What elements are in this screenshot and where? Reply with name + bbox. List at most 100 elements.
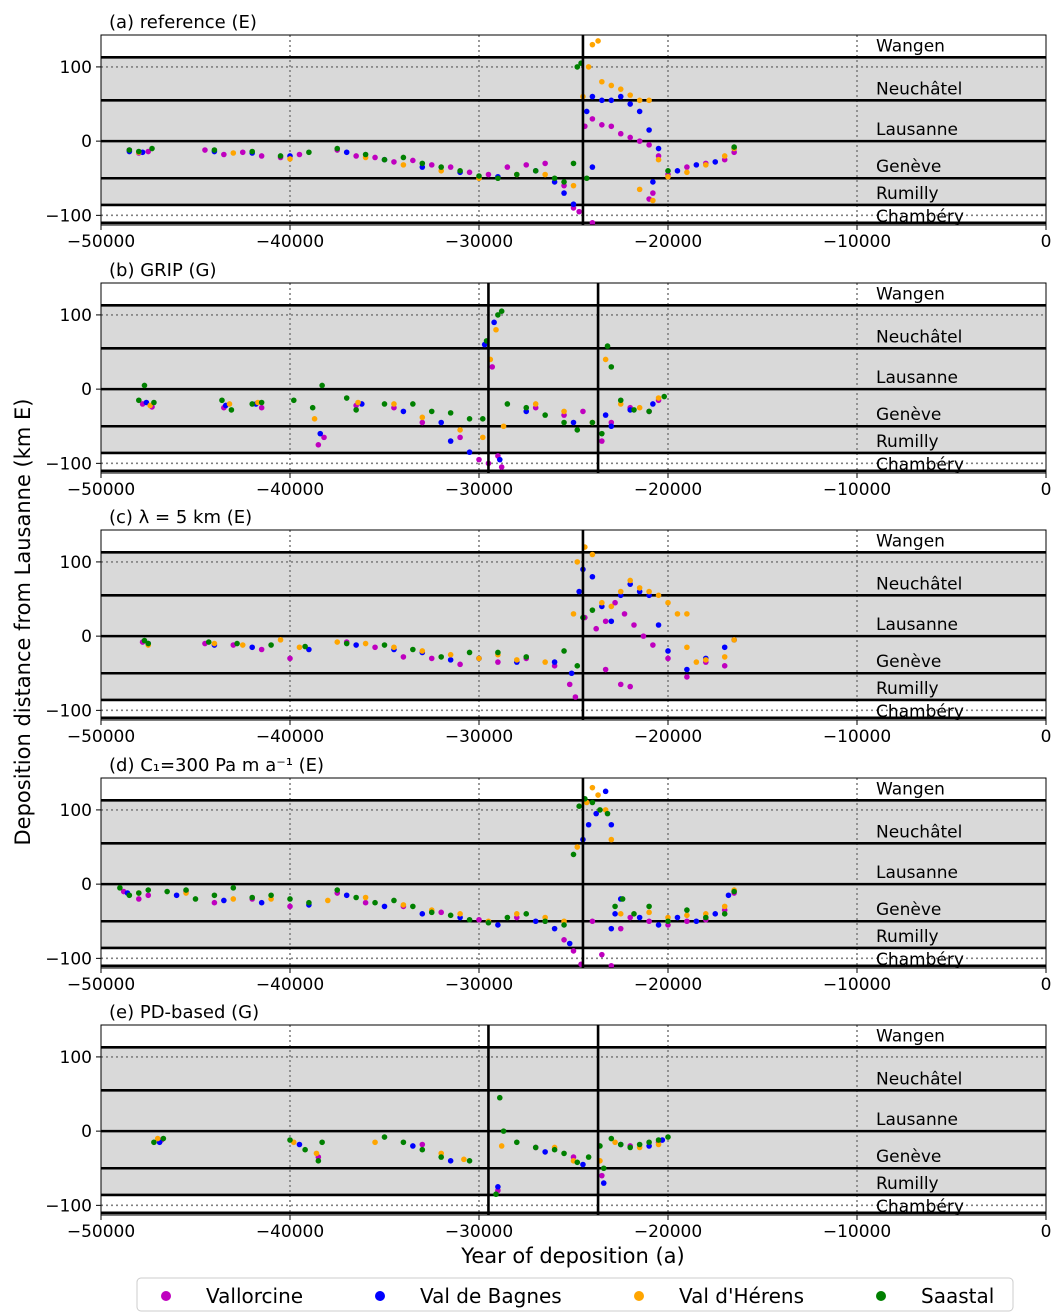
data-point bbox=[400, 1139, 407, 1146]
data-point bbox=[313, 1150, 320, 1157]
data-point bbox=[617, 681, 624, 688]
data-point bbox=[447, 912, 454, 919]
data-point bbox=[655, 395, 662, 401]
site-label-chambéry: Chambéry bbox=[876, 702, 964, 722]
data-point bbox=[136, 397, 142, 404]
data-point bbox=[228, 407, 235, 413]
data-point bbox=[684, 666, 690, 673]
data-point bbox=[428, 909, 435, 916]
data-point bbox=[226, 401, 233, 407]
data-point bbox=[665, 655, 671, 662]
data-point bbox=[636, 585, 643, 591]
data-point bbox=[572, 694, 579, 700]
data-point bbox=[542, 412, 548, 418]
data-point bbox=[650, 401, 656, 407]
data-point bbox=[211, 640, 218, 647]
data-point bbox=[466, 916, 473, 923]
data-point bbox=[576, 803, 582, 810]
data-point bbox=[485, 919, 492, 926]
data-point bbox=[277, 637, 284, 643]
data-point bbox=[542, 171, 548, 178]
site-label-wangen: Wangen bbox=[876, 779, 945, 799]
data-point bbox=[631, 911, 637, 917]
data-point bbox=[608, 1135, 615, 1142]
data-point bbox=[117, 885, 123, 891]
data-point bbox=[684, 611, 690, 617]
y-tick-label: 0 bbox=[81, 1122, 92, 1142]
data-point bbox=[631, 622, 637, 628]
site-label-chambéry: Chambéry bbox=[876, 1197, 964, 1217]
data-point bbox=[617, 93, 624, 100]
data-point bbox=[145, 887, 152, 893]
data-point bbox=[583, 175, 590, 182]
data-point bbox=[334, 639, 341, 645]
data-point bbox=[542, 160, 548, 167]
data-point bbox=[574, 427, 581, 433]
data-point bbox=[580, 408, 586, 415]
points bbox=[126, 38, 737, 225]
data-point bbox=[419, 160, 426, 167]
y-tick-label: −100 bbox=[45, 701, 92, 721]
data-point bbox=[258, 899, 265, 906]
legend-marker bbox=[375, 1291, 385, 1301]
data-point bbox=[640, 633, 647, 639]
data-point bbox=[589, 164, 596, 170]
y-tick-label: −100 bbox=[45, 454, 92, 474]
data-point bbox=[391, 644, 397, 651]
x-tick-label: 0 bbox=[1041, 975, 1052, 995]
data-point bbox=[703, 162, 709, 168]
data-point bbox=[621, 611, 628, 617]
data-point bbox=[646, 142, 652, 148]
data-point bbox=[646, 909, 652, 916]
legend-frame bbox=[136, 1277, 1014, 1312]
panel-2: Wangen Neuchâtel Lausanne Genève Rumilly Cham… bbox=[45, 507, 1051, 747]
data-point bbox=[646, 408, 652, 415]
data-point bbox=[542, 918, 548, 925]
data-point bbox=[627, 92, 633, 98]
data-point bbox=[428, 408, 435, 415]
data-point bbox=[145, 148, 152, 155]
data-point bbox=[693, 162, 700, 168]
data-point bbox=[151, 1139, 157, 1146]
data-point bbox=[646, 1139, 652, 1146]
data-point bbox=[604, 343, 611, 349]
data-point bbox=[353, 894, 359, 901]
data-point bbox=[703, 914, 709, 921]
data-point bbox=[665, 648, 671, 654]
glacier-band bbox=[101, 1047, 1046, 1195]
data-point bbox=[674, 914, 681, 921]
x-axis-label: Year of deposition (a) bbox=[460, 1244, 684, 1268]
data-point bbox=[362, 151, 369, 158]
data-point bbox=[693, 918, 700, 925]
data-point bbox=[343, 640, 350, 647]
data-point bbox=[136, 890, 142, 896]
data-point bbox=[296, 644, 303, 651]
data-point bbox=[617, 925, 624, 932]
x-tick-label: −20000 bbox=[634, 232, 702, 252]
data-point bbox=[636, 97, 643, 104]
glacier-band bbox=[101, 800, 1046, 948]
data-point bbox=[479, 434, 486, 441]
data-point bbox=[495, 175, 501, 182]
data-point bbox=[636, 186, 643, 193]
data-point bbox=[655, 922, 662, 928]
x-tick-label: 0 bbox=[1041, 480, 1052, 500]
data-point bbox=[636, 1141, 643, 1148]
x-tick-label: −20000 bbox=[634, 1222, 702, 1242]
data-point bbox=[151, 399, 157, 406]
x-tick-label: −50000 bbox=[67, 232, 135, 252]
data-point bbox=[381, 903, 388, 910]
data-point bbox=[655, 156, 662, 163]
data-point bbox=[221, 151, 227, 158]
panel-title: (d) C₁=300 Pa m a⁻¹ (E) bbox=[109, 755, 324, 776]
data-point bbox=[646, 903, 652, 910]
data-point bbox=[498, 464, 505, 470]
data-point bbox=[173, 892, 180, 899]
site-label-rumilly: Rumilly bbox=[876, 184, 939, 204]
data-point bbox=[602, 618, 609, 625]
data-point bbox=[381, 156, 388, 163]
data-point bbox=[145, 640, 152, 647]
x-tick-label: −30000 bbox=[445, 1222, 513, 1242]
data-point bbox=[466, 449, 473, 456]
plot-frame bbox=[100, 529, 1047, 721]
